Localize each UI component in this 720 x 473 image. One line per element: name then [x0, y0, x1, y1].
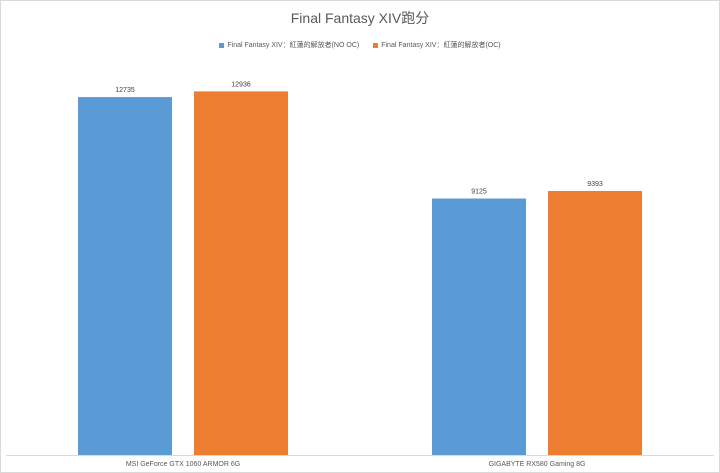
legend-swatch-oc: [373, 42, 379, 48]
x-tick-label-1: MSI GeForce GTX 1060 ARMOR 6G: [126, 461, 240, 468]
bar-oc-1: [194, 91, 288, 455]
data-label-oc-1: 12936: [231, 81, 251, 88]
legend: Final Fantasy XIV：紅蓮的解放者(NO OC) Final Fa…: [0, 40, 720, 50]
bar-oc-2: [548, 190, 642, 455]
legend-item-oc: Final Fantasy XIV：紅蓮的解放者(OC): [373, 40, 501, 50]
bar-no-oc-2: [432, 198, 526, 455]
legend-swatch-no-oc: [219, 42, 225, 48]
x-tick-label-2: GIGABYTE RX580 Gaming 8G: [489, 461, 586, 468]
legend-label-no-oc: Final Fantasy XIV：紅蓮的解放者(NO OC): [227, 42, 360, 49]
bar-no-oc-1: [78, 97, 172, 455]
data-label-no-oc-2: 9125: [471, 189, 487, 196]
chart-title: Final Fantasy XIV跑分: [290, 10, 430, 26]
legend-item-no-oc: Final Fantasy XIV：紅蓮的解放者(NO OC): [219, 40, 359, 50]
data-label-no-oc-1: 12735: [115, 87, 135, 94]
data-label-oc-2: 9393: [587, 181, 603, 188]
legend-label-oc: Final Fantasy XIV：紅蓮的解放者(OC): [381, 42, 501, 49]
